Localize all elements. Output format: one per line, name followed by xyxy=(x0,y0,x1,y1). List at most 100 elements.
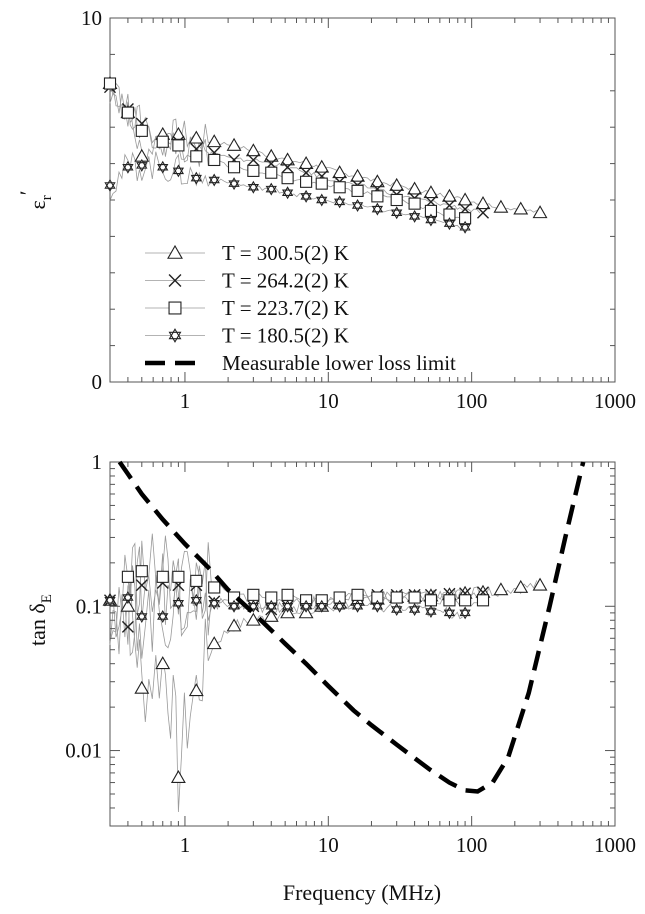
data-point-triangle xyxy=(206,636,222,650)
data-point-square xyxy=(247,588,260,601)
data-point-x xyxy=(121,620,134,633)
data-point-triangle xyxy=(120,598,136,612)
plot-frame xyxy=(109,17,616,383)
y-tick-label: 0 xyxy=(92,370,103,394)
data-point-star xyxy=(459,220,471,234)
data-point-square xyxy=(172,570,185,583)
data-point-triangle xyxy=(263,608,279,622)
data-point-triangle xyxy=(188,130,204,144)
legend-entry: T = 264.2(2) K xyxy=(222,269,349,293)
data-point-x xyxy=(135,579,148,592)
data-point-square xyxy=(390,591,403,604)
legend-marker-x xyxy=(168,274,182,287)
data-point-triangle xyxy=(188,683,204,697)
x-tick-label: 10 xyxy=(318,389,339,413)
data-point-square xyxy=(459,594,472,607)
legend: T = 300.5(2) K T = 264.2(2) K T = 223.7(2)… xyxy=(145,241,456,375)
data-point-triangle xyxy=(314,159,330,173)
data-point-triangle xyxy=(134,680,150,694)
data-point-triangle xyxy=(493,199,509,213)
data-point-square xyxy=(371,190,384,203)
data-point-square xyxy=(172,139,185,152)
data-point-triangle xyxy=(245,143,261,157)
data-point-square xyxy=(281,172,294,185)
data-point-star xyxy=(228,599,240,613)
data-point-square xyxy=(190,150,203,163)
data-point-square xyxy=(247,164,260,177)
data-point-square xyxy=(281,588,294,601)
data-point-star xyxy=(208,596,220,610)
data-point-star xyxy=(247,599,260,613)
data-point-star xyxy=(104,593,116,607)
axis-ticks: 1 10 100 1000 0.01 0.1 1 xyxy=(65,450,636,857)
plot-frame xyxy=(109,461,616,827)
data-point-star xyxy=(443,217,456,231)
data-point-triangle xyxy=(332,165,348,179)
data-point-star xyxy=(104,178,116,192)
data-point-triangle xyxy=(245,612,261,626)
data-point-square xyxy=(333,181,346,194)
data-point-square xyxy=(190,574,203,587)
data-point-square xyxy=(227,161,241,174)
data-point-square xyxy=(156,135,169,148)
x-axis-label: Frequency (MHz) xyxy=(283,880,441,905)
data-point-triangle xyxy=(389,177,405,191)
data-point-star xyxy=(408,209,421,223)
data-point-star xyxy=(172,596,185,610)
data-point-star xyxy=(247,180,260,194)
data-point-triangle xyxy=(532,577,548,591)
legend-marker-star xyxy=(168,328,182,343)
data-point-triangle xyxy=(457,192,473,206)
x-tick-label: 100 xyxy=(456,833,488,857)
chart-loss-tangent: 1 10 100 1000 0.01 0.1 1 tan δE Frequency (MHz… xyxy=(25,450,636,905)
legend-entry: Measurable lower loss limit xyxy=(222,351,456,375)
data-point-triangle xyxy=(155,656,171,670)
data-point-square xyxy=(103,77,117,90)
data-point-square xyxy=(300,175,313,188)
data-point-star xyxy=(391,602,403,616)
data-point-triangle xyxy=(298,155,314,170)
data-point-star xyxy=(157,609,169,623)
data-point-square xyxy=(156,570,169,583)
data-point-triangle xyxy=(493,582,509,596)
data-point-star xyxy=(281,186,294,200)
data-point-star xyxy=(316,599,328,613)
legend-entry: T = 180.5(2) K xyxy=(222,324,349,348)
lower-loss-limit-line xyxy=(117,460,586,794)
data-point-star xyxy=(316,193,328,207)
data-point-triangle xyxy=(423,185,439,199)
data-point-square xyxy=(476,594,490,607)
data-point-triangle xyxy=(226,618,242,632)
data-point-square xyxy=(351,184,364,197)
y-tick-label: 10 xyxy=(81,6,102,30)
data-point-star xyxy=(281,599,294,613)
data-point-star xyxy=(265,599,277,613)
data-point-triangle xyxy=(263,148,279,162)
data-point-square xyxy=(390,193,403,207)
x-tick-label: 1 xyxy=(180,833,191,857)
legend-entry: T = 300.5(2) K xyxy=(222,241,349,265)
legend-marker-square xyxy=(168,301,182,315)
data-point-triangle xyxy=(513,579,529,593)
chart-permittivity: 1 10 100 1000 0 10 εr′ T = 300.5(2) K T = 264.… xyxy=(15,6,636,413)
data-point-x xyxy=(247,153,260,166)
data-point-square xyxy=(351,588,364,601)
data-point-square xyxy=(443,594,456,607)
y-tick-label: 0.01 xyxy=(65,739,102,763)
x-tick-label: 100 xyxy=(456,389,488,413)
data-point-triangle xyxy=(350,168,366,182)
data-point-square xyxy=(265,166,278,179)
x-tick-label: 1 xyxy=(180,389,191,413)
raw-trace-group xyxy=(109,82,538,229)
legend-entry: T = 223.7(2) K xyxy=(222,296,349,320)
data-point-triangle xyxy=(280,152,296,166)
data-point-triangle xyxy=(206,134,222,148)
data-point-triangle xyxy=(513,201,529,215)
data-point-square xyxy=(315,177,328,190)
data-point-star xyxy=(334,195,346,209)
data-point-square xyxy=(135,124,148,137)
data-point-star xyxy=(300,189,312,203)
data-point-star xyxy=(391,206,403,220)
data-point-star xyxy=(351,599,364,613)
